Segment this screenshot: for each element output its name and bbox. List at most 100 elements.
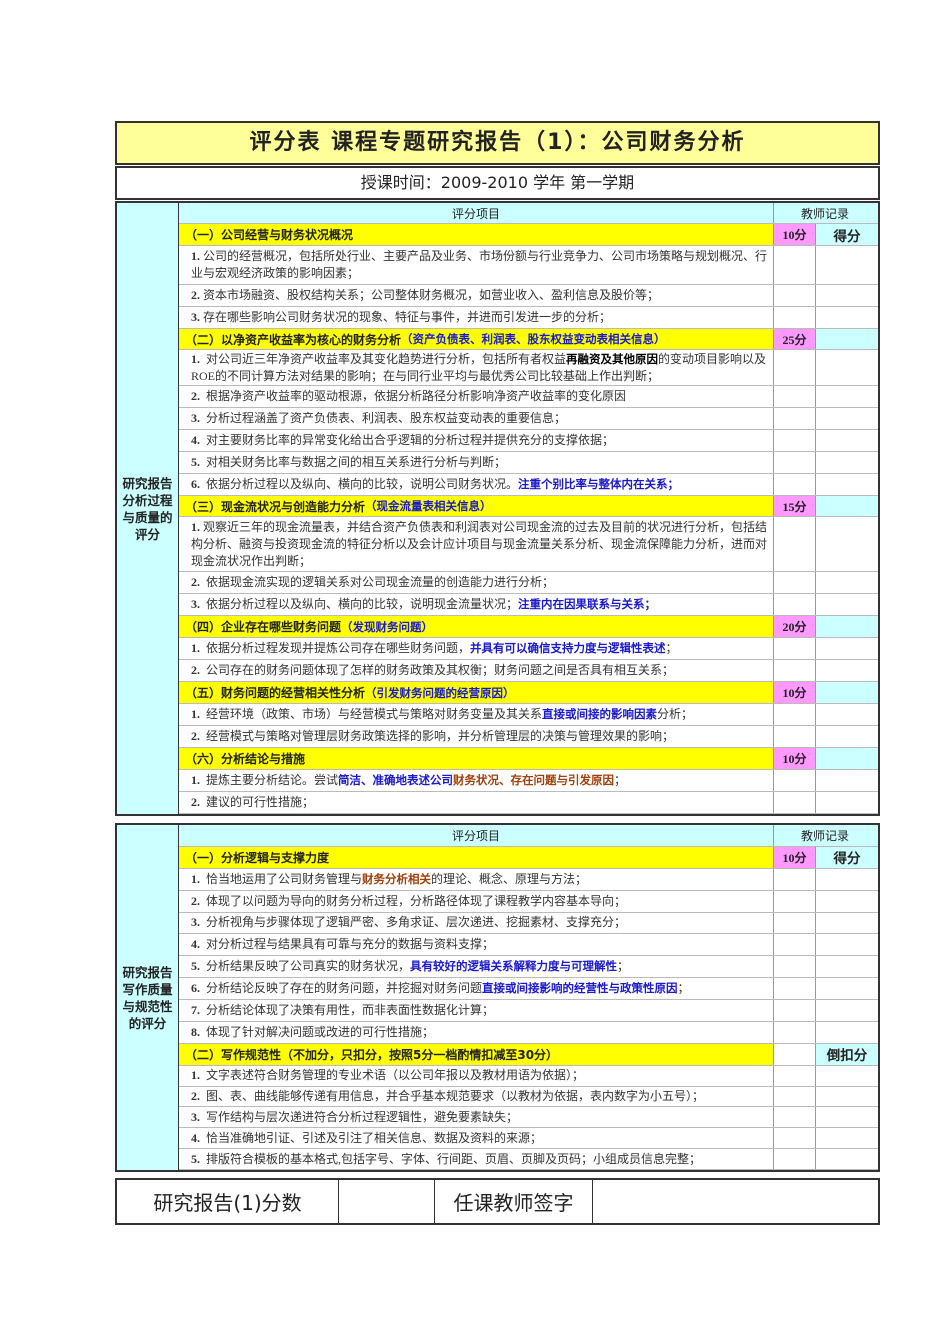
criterion-text: 1. 公司的经营概况，包括所处行业、主要产品及业务、市场份额与行业竞争力、公司市场… [179,246,774,284]
criterion-score-cell[interactable] [774,1000,816,1021]
criterion-text-segment: 经营模式与策略对管理层财务政策选择的影响，并分析管理层的决策与管理效果的影响； [203,729,675,743]
criterion-score-cell[interactable] [774,572,816,593]
criterion-text-segment: 再融资及其他原因 [566,351,659,366]
criterion-score-cell[interactable] [774,1065,816,1086]
criterion-record-cell[interactable] [816,770,878,791]
criterion-record-cell[interactable] [816,638,878,659]
criterion-record-cell[interactable] [816,1087,878,1107]
criterion-record-cell[interactable] [816,307,878,328]
criterion-score-cell[interactable] [774,660,816,681]
criterion-record-cell[interactable] [816,1022,878,1043]
criterion-score-cell[interactable] [774,517,816,571]
criterion-record-cell[interactable] [816,913,878,934]
criterion-score-cell[interactable] [774,1149,816,1169]
criterion-score-cell[interactable] [774,430,816,451]
criterion-record-cell[interactable] [816,956,878,977]
criterion-score-cell[interactable] [774,594,816,615]
criterion-score-cell[interactable] [774,726,816,747]
criterion-score-cell[interactable] [774,474,816,495]
criterion-score-cell[interactable] [774,638,816,659]
criterion-number: 1. [191,1068,200,1083]
criterion-score-cell[interactable] [774,978,816,999]
criterion-score-cell[interactable] [774,868,816,890]
criterion-score-cell[interactable] [774,956,816,978]
criterion-score-cell[interactable] [774,408,816,429]
criterion-record-cell[interactable] [816,1107,878,1127]
criterion-score-cell[interactable] [774,912,816,934]
criterion-record-cell[interactable] [816,660,878,681]
criterion-record-cell[interactable] [816,517,878,571]
criterion-text-segment: 对公司近三年净资产收益率及其变化趋势进行分析，包括所有者权益 [203,351,567,366]
criterion-record-cell[interactable] [816,386,878,407]
category-title-text: （一）分析逻辑与支撑力度 [185,850,330,865]
criterion-row: 4. 恰当准确地引证、引述及引注了相关信息、数据及资料的来源； [179,1128,878,1150]
criterion-text-segment: 的变动项目影响以及ROE的不同计算方法对结果的影响；在与同行业平均与最优秀公司比… [191,351,767,383]
criterion-record-cell[interactable] [816,474,878,495]
criterion-number: 2. [191,1088,200,1103]
criterion-text: 3. 分析过程涵盖了资产负债表、利润表、股东权益变动表的重要信息； [179,408,774,429]
criterion-record-cell[interactable] [816,246,878,284]
criterion-text: 1. 经营环境（政策、市场）与经营模式与策略对财务变量及其关系直接或间接的影响因… [179,704,774,725]
category-score-label [816,616,878,637]
criterion-record-cell[interactable] [816,726,878,747]
category-row: （三）现金流状况与创造能力分析 （现金流量表相关信息） 15分 [179,496,878,517]
criterion-record-cell[interactable] [816,594,878,615]
criterion-score-cell[interactable] [774,246,816,284]
criterion-text-segment: 依据分析过程发现并提炼公司存在哪些财务问题， [203,641,471,655]
criterion-score-cell[interactable] [774,792,816,813]
criterion-score-cell[interactable] [774,704,816,725]
criterion-number: 3. [191,411,200,425]
criterion-score-cell[interactable] [774,1107,816,1128]
criterion-number: 3. [191,915,200,930]
criterion-score-cell[interactable] [774,1021,816,1043]
criterion-record-cell[interactable] [816,350,878,385]
criterion-record-cell[interactable] [816,891,878,912]
category-title: （二）以净资产收益率为核心的财务分析 （资产负债表、利润表、股东权益变动表相关信息… [179,329,774,349]
criterion-record-cell[interactable] [816,1128,878,1148]
section-side-label: 研究报告分析过程与质量的评分 [117,203,179,814]
criterion-score-cell[interactable] [774,934,816,956]
criterion-score-cell[interactable] [774,307,816,328]
criterion-text-segment: 分析结论体现了决策有用性，而非表面性数据化计算； [203,1002,495,1017]
teacher-signature-field[interactable] [593,1180,878,1223]
criterion-score-cell[interactable] [774,285,816,306]
criterion-row: 1. 经营环境（政策、市场）与经营模式与策略对财务变量及其关系直接或间接的影响因… [179,704,878,726]
criterion-record-cell[interactable] [816,934,878,955]
criterion-record-cell[interactable] [816,572,878,593]
category-title: （一）分析逻辑与支撑力度 [179,846,774,868]
criterion-score-cell[interactable] [774,770,816,791]
category-title-text: （现金流量表相关信息） [365,499,492,513]
criterion-text-segment: 直接或间接的影响因素 [542,707,658,721]
criterion-record-cell[interactable] [816,1066,878,1086]
criterion-text-segment: 依据分析过程以及纵向、横向的比较，说明现金流量状况； [203,597,519,611]
criterion-score-cell[interactable] [774,452,816,473]
criterion-record-cell[interactable] [816,978,878,999]
criterion-record-cell[interactable] [816,704,878,725]
criterion-text: 7. 分析结论体现了决策有用性，而非表面性数据化计算； [179,1000,774,1021]
criterion-score-cell[interactable] [774,386,816,407]
criterion-record-cell[interactable] [816,869,878,890]
criterion-text-segment: ； [614,773,627,787]
criterion-record-cell[interactable] [816,408,878,429]
criterion-record-cell[interactable] [816,285,878,306]
criterion-row: 2. 公司存在的财务问题体现了怎样的财务政策及其权衡；财务问题之间是否具有相互关… [179,660,878,682]
criterion-score-cell[interactable] [774,1086,816,1107]
criterion-text-segment: 公司存在的财务问题体现了怎样的财务政策及其权衡；财务问题之间是否具有相互关系； [203,663,675,677]
criterion-record-cell[interactable] [816,1000,878,1021]
criterion-score-cell[interactable] [774,1128,816,1149]
criterion-record-cell[interactable] [816,792,878,813]
criterion-record-cell[interactable] [816,1149,878,1169]
criterion-number: 2. [191,389,200,403]
category-score-label [816,496,878,516]
criterion-score-cell[interactable] [774,890,816,912]
criterion-record-cell[interactable] [816,452,878,473]
score-field[interactable] [339,1180,435,1223]
criterion-text-segment: 公司的经营概况，包括所处行业、主要产品及业务、市场份额与行业竞争力、公司市场策略… [191,249,768,280]
criterion-record-cell[interactable] [816,430,878,451]
criterion-row: 2. 资本市场融资、股权结构关系；公司整体财务概况，如营业收入、盈利信息及股价等； [179,285,878,307]
criterion-score-cell[interactable] [774,350,816,385]
criterion-text: 3. 依据分析过程以及纵向、横向的比较，说明现金流量状况；注重内在因果联系与关系… [179,594,774,615]
criterion-number: 6. [191,477,200,491]
category-row: （一）公司经营与财务状况概况 10分 得分 [179,224,878,246]
criterion-text-segment: 资本市场融资、股权结构关系；公司整体财务概况，如营业收入、盈利信息及股价等； [203,288,660,302]
